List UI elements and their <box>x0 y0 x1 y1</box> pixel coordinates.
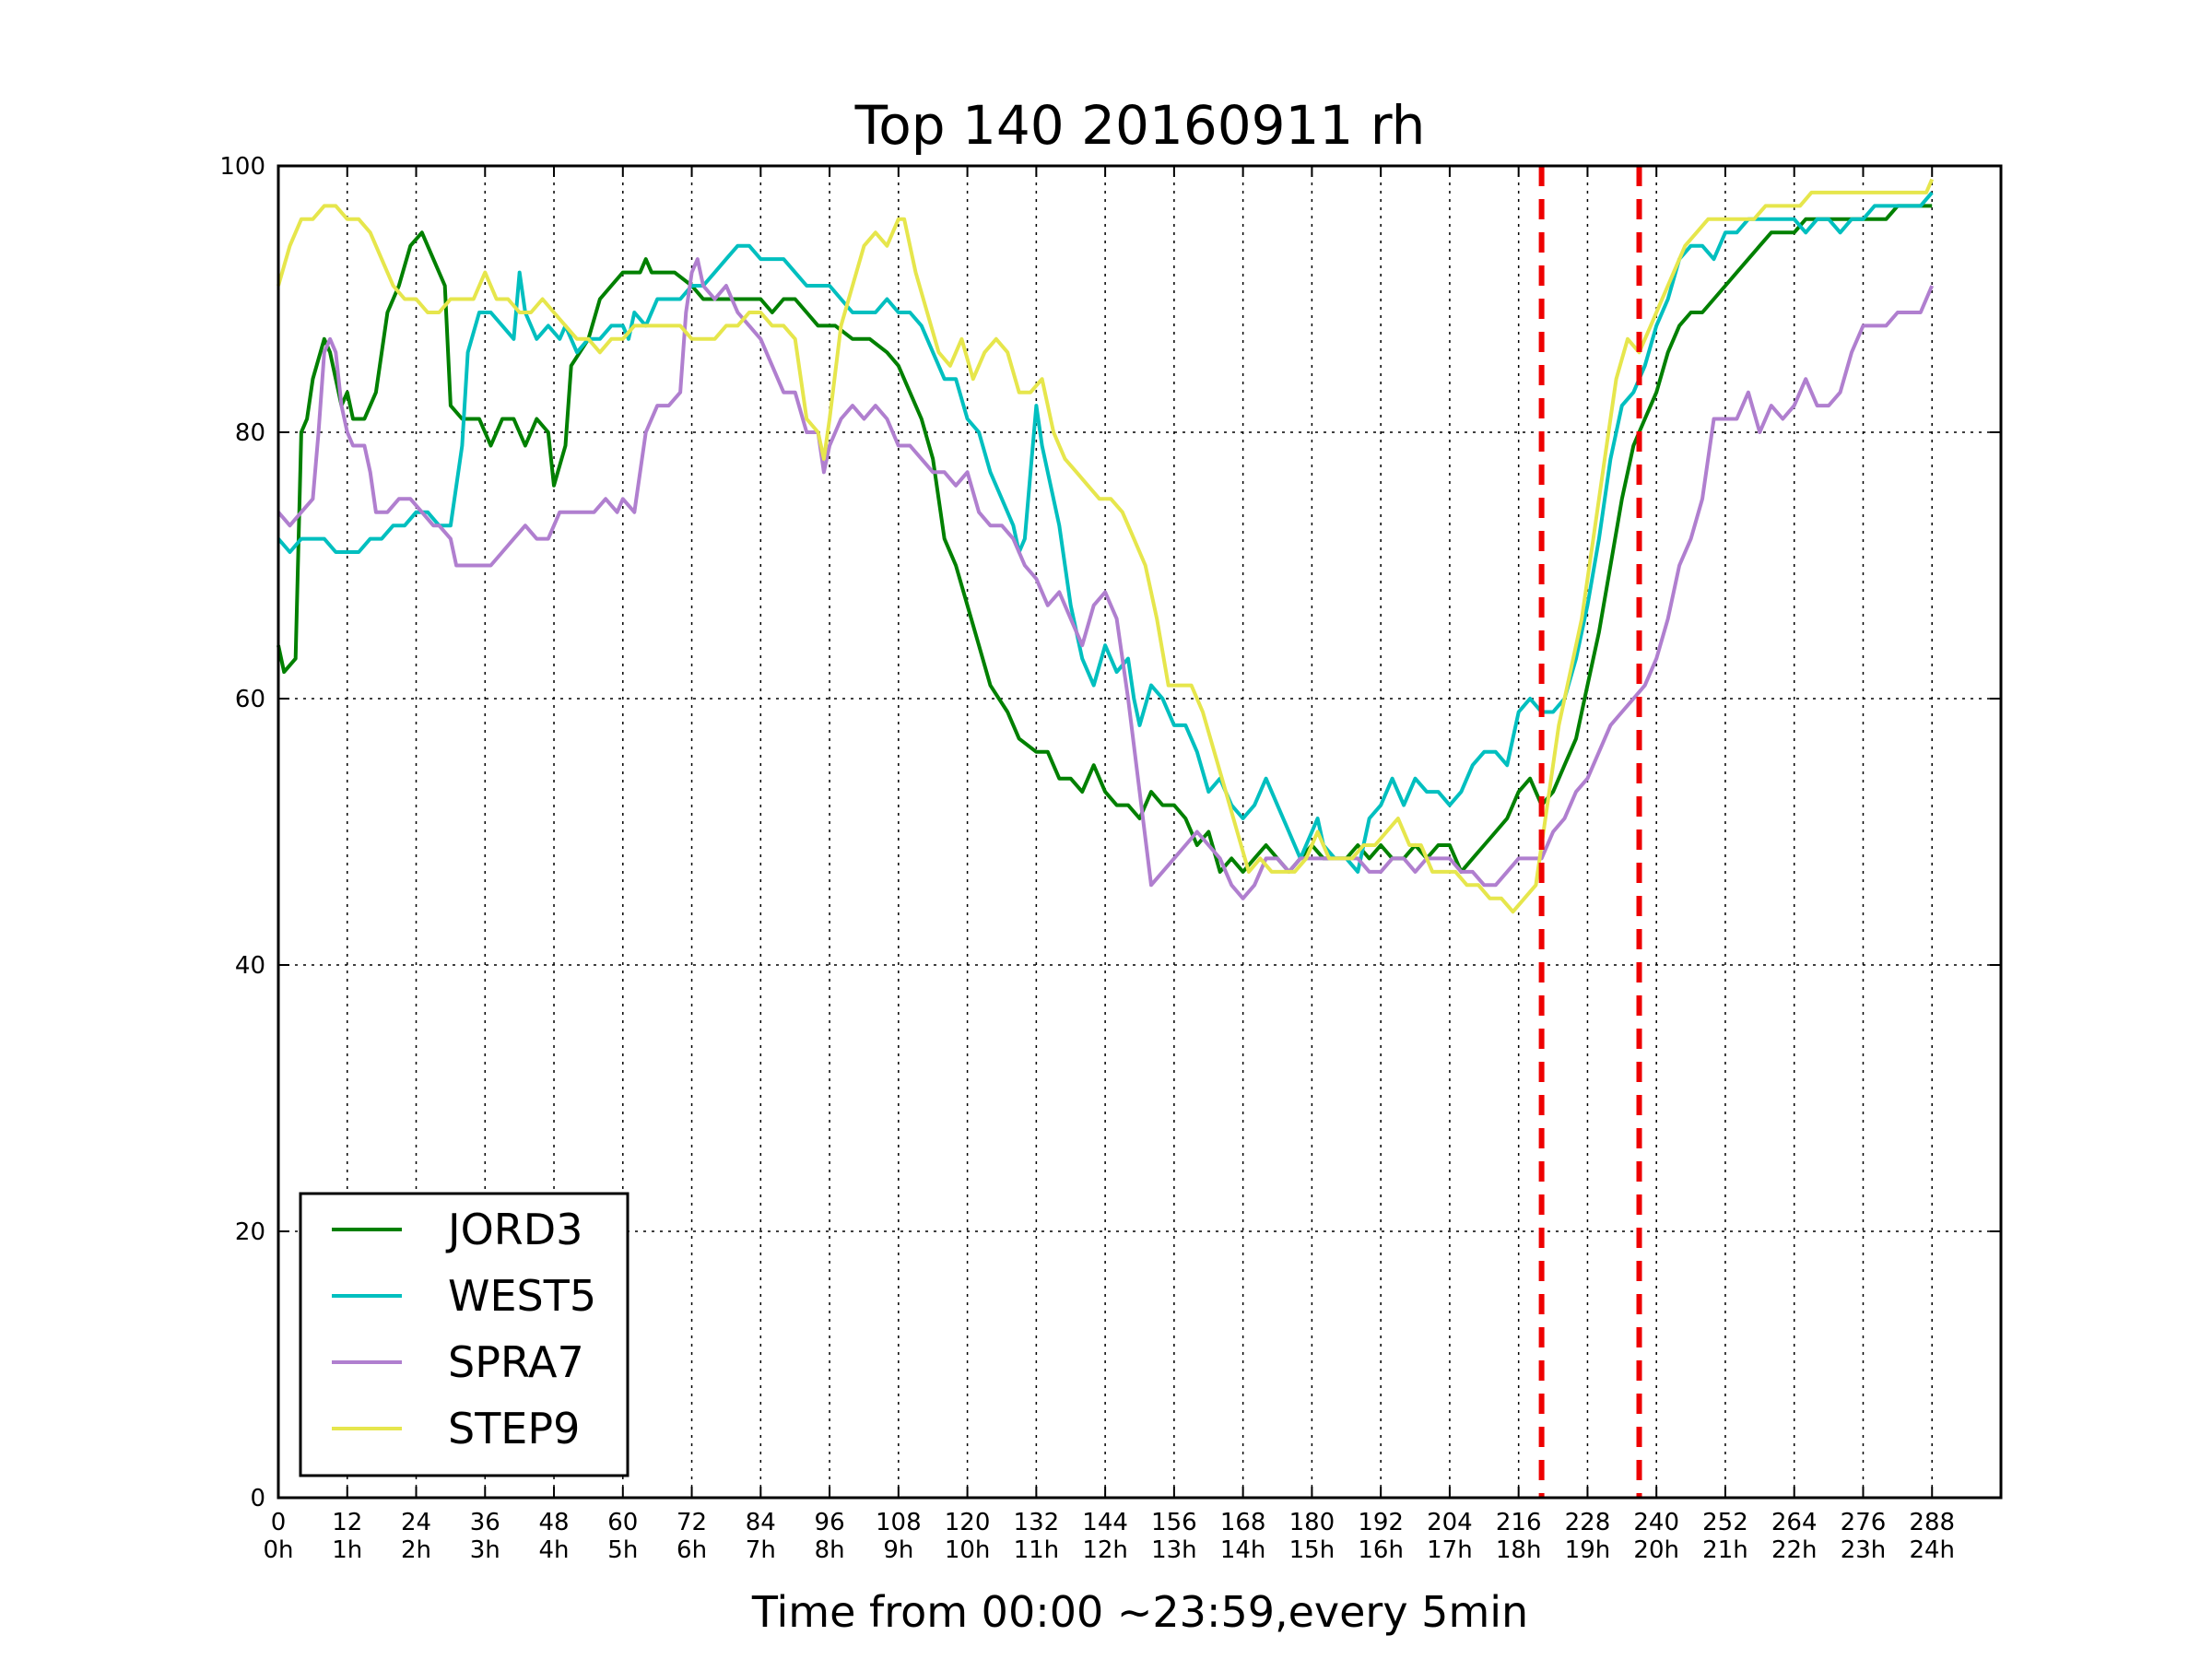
x-tick-label: 12 <box>332 1509 362 1536</box>
legend-label: JORD3 <box>445 1205 582 1254</box>
x-tick-label: 72 <box>677 1509 707 1536</box>
x-tick-label: 276 <box>1841 1509 1887 1536</box>
x-tick-sublabel: 22h <box>1771 1536 1818 1564</box>
x-tick-label: 144 <box>1082 1509 1128 1536</box>
x-tick-label: 120 <box>945 1509 991 1536</box>
x-tick-label: 48 <box>538 1509 569 1536</box>
x-tick-sublabel: 4h <box>539 1536 570 1564</box>
x-tick-label: 156 <box>1151 1509 1197 1536</box>
x-tick-label: 180 <box>1289 1509 1335 1536</box>
y-tick-label: 80 <box>235 419 265 447</box>
x-tick-sublabel: 19h <box>1565 1536 1611 1564</box>
x-tick-sublabel: 6h <box>677 1536 707 1564</box>
x-tick-sublabel: 0h <box>263 1536 293 1564</box>
x-tick-sublabel: 10h <box>945 1536 991 1564</box>
y-tick-label: 60 <box>235 686 265 713</box>
y-tick-label: 40 <box>235 952 265 980</box>
series-line-step9 <box>276 178 1935 914</box>
x-tick-label: 228 <box>1565 1509 1611 1536</box>
x-tick-sublabel: 7h <box>746 1536 776 1564</box>
y-tick-label: 0 <box>250 1485 265 1512</box>
y-tick-label: 100 <box>219 153 265 181</box>
x-tick-label: 252 <box>1702 1509 1748 1536</box>
x-tick-sublabel: 18h <box>1496 1536 1542 1564</box>
x-tick-label: 288 <box>1909 1509 1955 1536</box>
x-tick-sublabel: 8h <box>815 1536 845 1564</box>
x-tick-label: 96 <box>815 1509 845 1536</box>
x-tick-label: 24 <box>401 1509 431 1536</box>
x-tick-sublabel: 23h <box>1841 1536 1887 1564</box>
legend-label: STEP9 <box>448 1404 580 1453</box>
x-tick-label: 108 <box>876 1509 922 1536</box>
x-tick-sublabel: 2h <box>401 1536 431 1564</box>
legend-label: SPRA7 <box>448 1337 584 1387</box>
axis-ticks: 00h121h242h363h484h605h726h847h968h1089h… <box>219 153 2001 1564</box>
x-tick-label: 264 <box>1771 1509 1818 1536</box>
x-tick-sublabel: 13h <box>1151 1536 1197 1564</box>
x-tick-sublabel: 3h <box>470 1536 500 1564</box>
chart-title: Top 140 20160911 rh <box>854 94 1426 157</box>
x-tick-sublabel: 20h <box>1633 1536 1679 1564</box>
x-tick-label: 36 <box>470 1509 500 1536</box>
x-tick-sublabel: 11h <box>1014 1536 1060 1564</box>
series-lines <box>276 178 1935 914</box>
series-line-jord3 <box>276 204 1933 874</box>
plot-area-frame <box>276 164 2003 1500</box>
y-tick-label: 20 <box>235 1218 265 1246</box>
legend: JORD3 WEST5 SPRA7 STEP9 <box>299 1192 629 1477</box>
grid <box>278 166 2001 1498</box>
x-tick-sublabel: 9h <box>883 1536 913 1564</box>
x-tick-sublabel: 24h <box>1909 1536 1955 1564</box>
x-tick-sublabel: 15h <box>1289 1536 1335 1564</box>
x-tick-label: 216 <box>1496 1509 1542 1536</box>
x-tick-label: 60 <box>607 1509 638 1536</box>
x-tick-sublabel: 16h <box>1358 1536 1404 1564</box>
x-tick-sublabel: 1h <box>332 1536 362 1564</box>
reference-lines <box>1538 166 1642 1498</box>
x-axis-label: Time from 00:00 ~23:59,every 5min <box>751 1587 1528 1637</box>
x-tick-label: 240 <box>1633 1509 1679 1536</box>
x-tick-label: 0 <box>271 1509 287 1536</box>
x-tick-label: 204 <box>1427 1509 1473 1536</box>
x-tick-sublabel: 5h <box>607 1536 638 1564</box>
x-tick-label: 132 <box>1014 1509 1060 1536</box>
x-tick-sublabel: 14h <box>1220 1536 1266 1564</box>
legend-label: WEST5 <box>448 1271 596 1321</box>
x-tick-sublabel: 17h <box>1427 1536 1473 1564</box>
x-tick-sublabel: 12h <box>1082 1536 1128 1564</box>
series-line-spra7 <box>276 257 1935 900</box>
x-tick-label: 84 <box>746 1509 776 1536</box>
x-tick-label: 168 <box>1220 1509 1266 1536</box>
x-tick-sublabel: 21h <box>1702 1536 1748 1564</box>
x-tick-label: 192 <box>1358 1509 1404 1536</box>
